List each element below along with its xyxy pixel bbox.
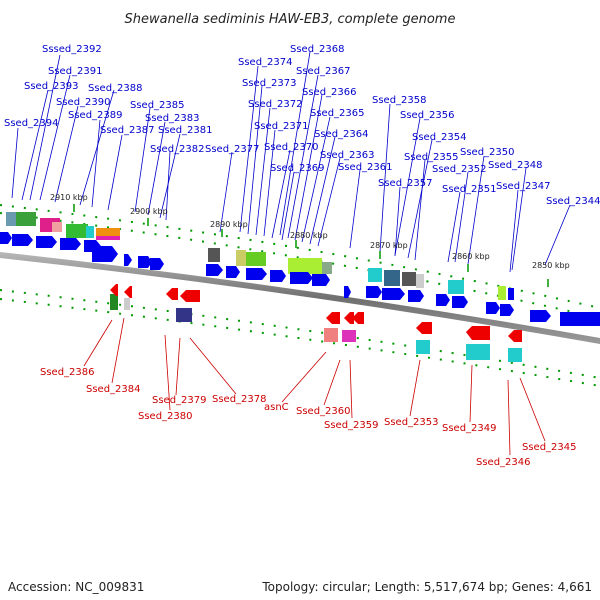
top-gene-labels: Sssed_2392 Ssed_2391 Ssed_2393 Ssed_2390…: [4, 44, 600, 207]
top-label: Ssed_2374: [238, 57, 293, 68]
tick-label-2860: 2860 kbp: [452, 252, 490, 261]
top-label: Ssed_2356: [400, 110, 455, 121]
top-label: Ssed_2347: [496, 181, 551, 192]
top-label: Ssed_2363: [320, 150, 375, 161]
top-label: Ssed_2361: [338, 162, 393, 173]
top-label: Ssed_2388: [88, 83, 143, 94]
genome-backbone: [0, 252, 600, 344]
top-label: Ssed_2390: [56, 97, 111, 108]
top-label: Ssed_2344: [546, 196, 600, 207]
top-label: Ssed_2377: [205, 144, 260, 155]
top-label: Ssed_2354: [412, 132, 467, 143]
bottom-gene-labels: Ssed_2386 Ssed_2384 Ssed_2379 Ssed_2380 …: [40, 367, 577, 468]
top-label: Ssed_2348: [488, 160, 543, 171]
bottom-label: Ssed_2346: [476, 457, 531, 468]
minus-strand-genes: [110, 284, 522, 342]
scale-ticks: [73, 204, 549, 287]
bottom-leader-lines: [83, 317, 546, 456]
top-label: Ssed_2382: [150, 144, 205, 155]
top-label: Ssed_2371: [254, 121, 309, 132]
top-label: Ssed_2381: [158, 125, 213, 136]
top-label: Ssed_2358: [372, 95, 427, 106]
tick-label-2890: 2890 kbp: [210, 220, 248, 229]
minus-strand-feature-boxes: [110, 294, 522, 362]
tick-label-2870: 2870 kbp: [370, 241, 408, 250]
top-leader-lines: [11, 51, 571, 273]
top-label: Ssed_2391: [48, 66, 103, 77]
top-label: Ssed_2351: [442, 184, 497, 195]
tick-label-2900: 2900 kbp: [130, 207, 168, 216]
top-label: Ssed_2393: [24, 81, 79, 92]
tick-label-2850: 2850 kbp: [532, 261, 570, 270]
top-label: Ssed_2385: [130, 100, 185, 111]
bottom-label: Ssed_2379: [152, 395, 207, 406]
top-label: Ssed_2350: [460, 147, 515, 158]
top-label: Ssed_2366: [302, 87, 357, 98]
genome-summary-text: Topology: circular; Length: 5,517,674 bp…: [262, 580, 592, 594]
bottom-label: asnC: [264, 402, 289, 413]
top-label: Ssed_2352: [432, 164, 487, 175]
bottom-label: Ssed_2380: [138, 411, 193, 422]
top-label: Ssed_2364: [314, 129, 369, 140]
bottom-label: Ssed_2345: [522, 442, 577, 453]
bottom-label: Ssed_2386: [40, 367, 95, 378]
scale-tick-labels: 2910 kbp 2900 kbp 2890 kbp 2880 kbp 2870…: [50, 193, 570, 270]
top-label: Ssed_2357: [378, 178, 433, 189]
plus-strand-genes: [0, 232, 600, 326]
top-label: Sssed_2392: [42, 44, 102, 55]
top-label: Ssed_2369: [270, 163, 325, 174]
plus-strand-feature-boxes: [6, 212, 514, 300]
map-title: Shewanella sediminis HAW-EB3, complete g…: [125, 12, 456, 27]
top-label: Ssed_2373: [242, 78, 297, 89]
tick-label-2910: 2910 kbp: [50, 193, 88, 202]
tick-label-2880: 2880 kbp: [290, 231, 328, 240]
accession-text: Accession: NC_009831: [8, 580, 145, 594]
top-label: Ssed_2383: [145, 113, 200, 124]
top-label: Ssed_2372: [248, 99, 303, 110]
bottom-label: Ssed_2360: [296, 406, 351, 417]
top-label: Ssed_2365: [310, 108, 365, 119]
top-label: Ssed_2355: [404, 152, 459, 163]
bottom-label: Ssed_2353: [384, 417, 439, 428]
top-label: Ssed_2368: [290, 44, 345, 55]
top-label: Ssed_2394: [4, 118, 59, 129]
bottom-label: Ssed_2359: [324, 420, 379, 431]
track-dotted-lines: [0, 204, 600, 387]
top-label: Ssed_2370: [264, 142, 319, 153]
top-label: Ssed_2389: [68, 110, 123, 121]
bottom-label: Ssed_2384: [86, 384, 141, 395]
top-label: Ssed_2387: [100, 125, 155, 136]
bottom-label: Ssed_2378: [212, 394, 267, 405]
top-label: Ssed_2367: [296, 66, 351, 77]
bottom-label: Ssed_2349: [442, 423, 497, 434]
